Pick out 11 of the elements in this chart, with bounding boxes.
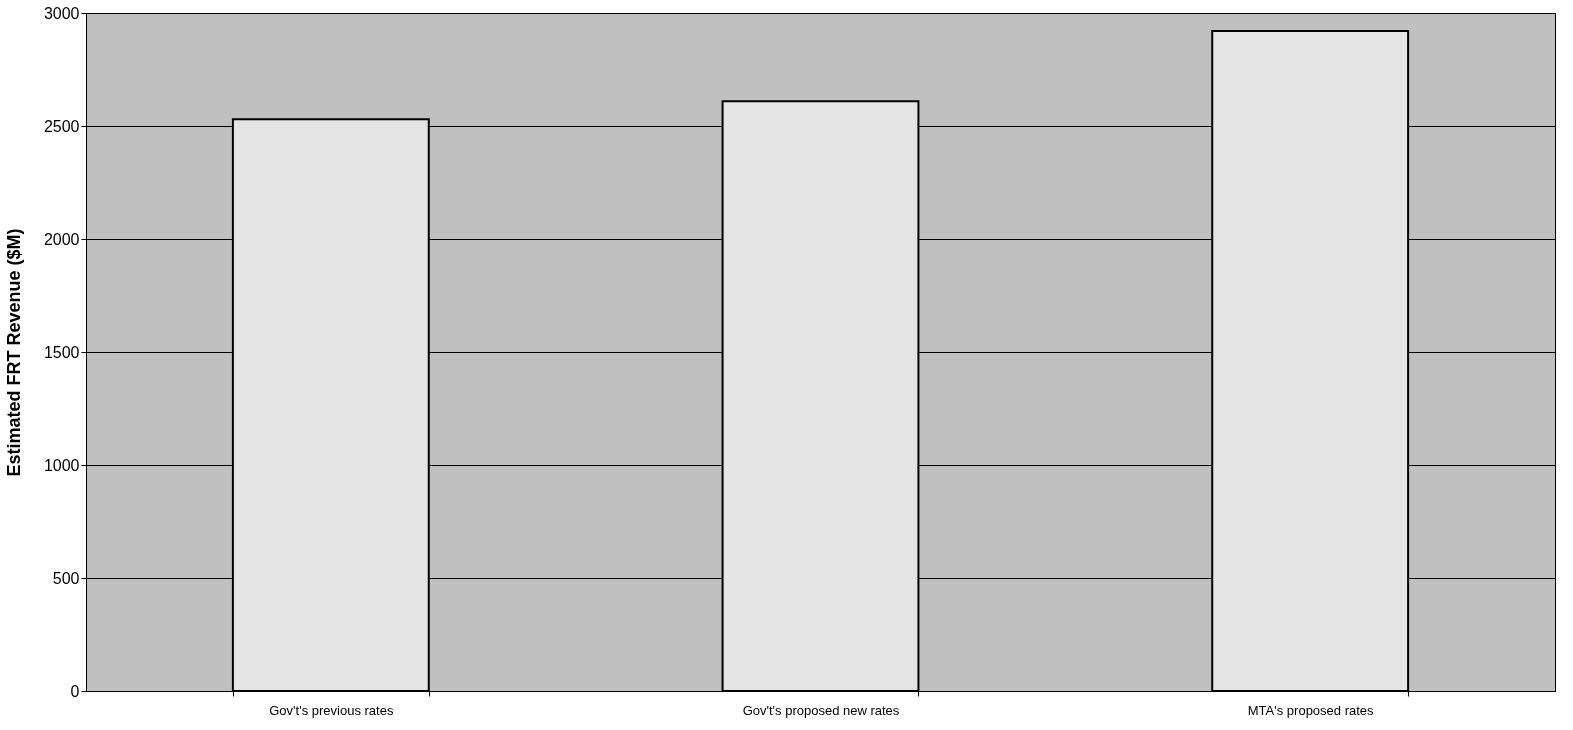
- x-tick-label: MTA's proposed rates: [1247, 702, 1375, 718]
- y-tick-label: 0: [70, 682, 80, 700]
- y-tick-label: 2000: [43, 230, 80, 248]
- x-tick-label: Gov't's proposed new rates: [742, 702, 900, 718]
- y-tick-label: 3000: [43, 4, 80, 22]
- x-tick-label: Gov't's previous rates: [269, 702, 394, 718]
- y-axis-title: Estimated FRT Revenue ($M): [3, 228, 24, 477]
- y-tick-label: 2500: [43, 117, 80, 135]
- y-tick-label: 1000: [43, 456, 80, 474]
- y-tick-label: 500: [52, 569, 80, 587]
- y-tick-label: 1500: [43, 343, 80, 361]
